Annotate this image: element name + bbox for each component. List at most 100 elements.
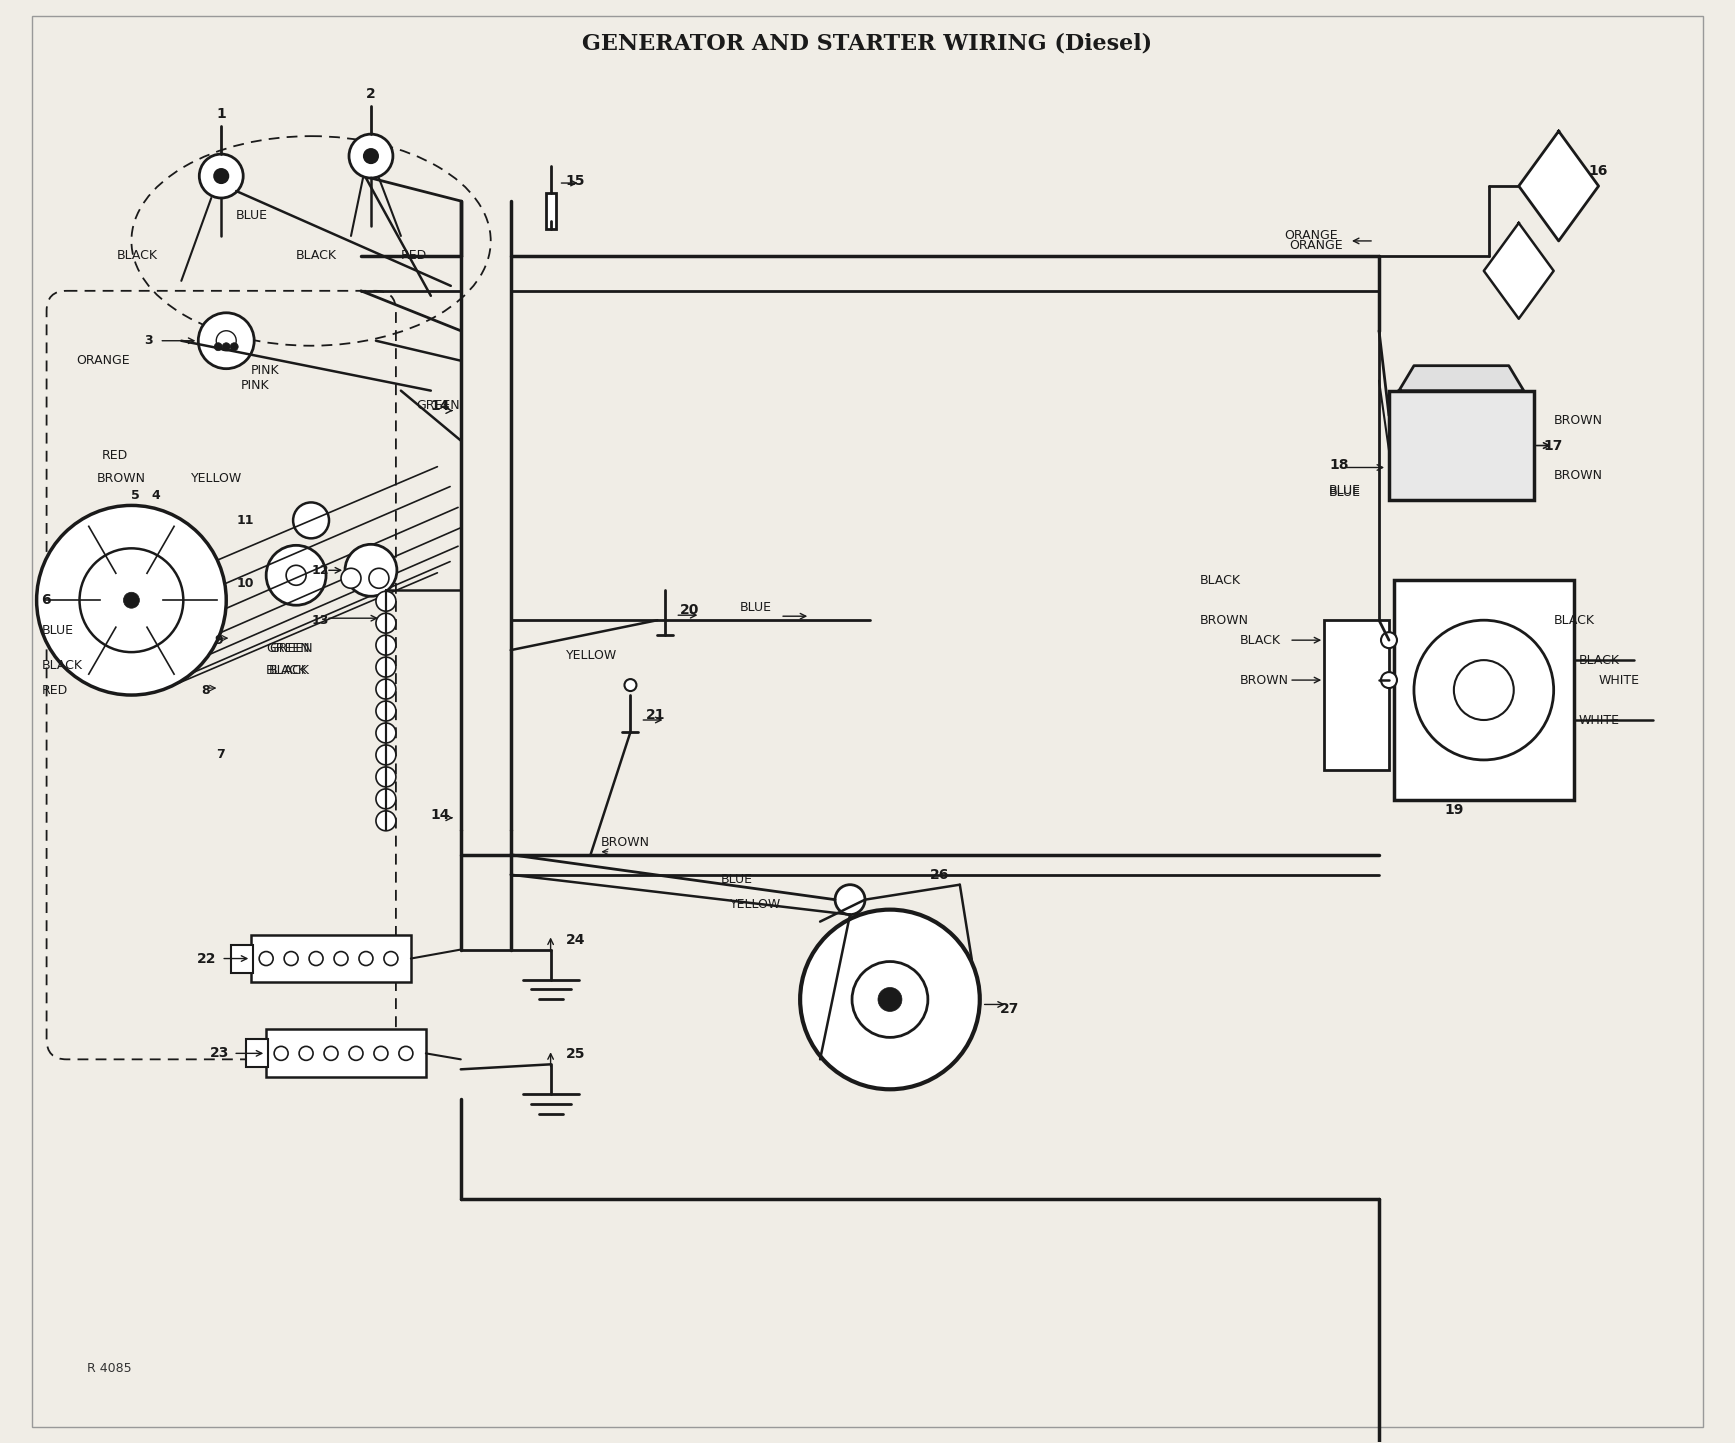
Text: 23: 23: [210, 1046, 229, 1061]
Text: BLACK: BLACK: [265, 664, 307, 677]
Text: 19: 19: [1444, 802, 1464, 817]
Text: ORANGE: ORANGE: [1289, 240, 1343, 253]
Circle shape: [376, 723, 396, 743]
Circle shape: [878, 987, 902, 1012]
Polygon shape: [1518, 131, 1598, 241]
Circle shape: [376, 766, 396, 786]
Text: BLACK: BLACK: [116, 250, 158, 263]
Circle shape: [213, 343, 222, 351]
Circle shape: [625, 680, 637, 691]
Circle shape: [1381, 672, 1397, 688]
Circle shape: [213, 169, 229, 183]
Circle shape: [376, 680, 396, 698]
Bar: [231, 945, 253, 973]
Text: 20: 20: [680, 603, 699, 618]
Text: BROWN: BROWN: [1239, 674, 1289, 687]
Circle shape: [285, 951, 298, 965]
Circle shape: [852, 961, 928, 1038]
Circle shape: [376, 789, 396, 810]
Circle shape: [274, 1046, 288, 1061]
Bar: [265, 1029, 425, 1078]
Circle shape: [80, 548, 184, 652]
Text: 26: 26: [930, 867, 949, 882]
Text: 14: 14: [430, 398, 451, 413]
Text: 15: 15: [566, 175, 585, 188]
Text: 4: 4: [151, 489, 160, 502]
Text: 9: 9: [213, 633, 222, 646]
Circle shape: [349, 1046, 363, 1061]
Text: BLUE: BLUE: [42, 623, 73, 636]
Text: BLUE: BLUE: [741, 600, 772, 613]
Text: BROWN: BROWN: [1199, 613, 1249, 626]
Text: 10: 10: [236, 577, 253, 590]
Circle shape: [376, 613, 396, 633]
Circle shape: [298, 1046, 312, 1061]
Circle shape: [200, 154, 243, 198]
Text: BLACK: BLACK: [42, 658, 83, 671]
Text: BROWN: BROWN: [600, 837, 649, 850]
Text: GENERATOR AND STARTER WIRING (Diesel): GENERATOR AND STARTER WIRING (Diesel): [583, 32, 1152, 55]
Circle shape: [349, 134, 392, 177]
Text: BLACK: BLACK: [1579, 654, 1620, 667]
Bar: [545, 193, 555, 229]
Circle shape: [376, 592, 396, 612]
Circle shape: [1414, 620, 1553, 760]
Circle shape: [376, 745, 396, 765]
Text: 18: 18: [1329, 459, 1348, 472]
Text: ORANGE: ORANGE: [76, 354, 130, 367]
Text: GREEN: GREEN: [265, 642, 311, 655]
Circle shape: [800, 909, 980, 1089]
Bar: [1390, 391, 1534, 501]
Circle shape: [1381, 632, 1397, 648]
Text: YELLOW: YELLOW: [730, 898, 781, 911]
Text: BLUE: BLUE: [1329, 483, 1362, 496]
Text: R 4085: R 4085: [87, 1362, 132, 1375]
Text: 8: 8: [201, 684, 210, 697]
Circle shape: [231, 343, 238, 351]
Text: 1: 1: [217, 107, 226, 121]
Circle shape: [376, 701, 396, 722]
Text: GREEN: GREEN: [416, 400, 460, 413]
Text: BLACK: BLACK: [1553, 613, 1594, 626]
Text: 7: 7: [217, 749, 226, 762]
Text: 21: 21: [645, 709, 665, 722]
Circle shape: [359, 951, 373, 965]
Text: BLUE: BLUE: [1329, 486, 1362, 499]
Polygon shape: [1483, 224, 1553, 319]
Text: PINK: PINK: [252, 364, 279, 377]
Text: BLUE: BLUE: [720, 873, 753, 886]
Text: BLACK: BLACK: [1199, 574, 1241, 587]
Text: BLACK: BLACK: [269, 664, 311, 677]
Text: 2: 2: [366, 87, 376, 101]
Text: 14: 14: [430, 808, 451, 823]
Text: 6: 6: [42, 593, 52, 608]
Text: 17: 17: [1544, 439, 1563, 453]
Text: WHITE: WHITE: [1598, 674, 1640, 687]
Text: YELLOW: YELLOW: [191, 472, 243, 485]
Circle shape: [376, 657, 396, 677]
Circle shape: [370, 569, 389, 589]
Circle shape: [265, 545, 326, 605]
Bar: [1324, 620, 1390, 771]
Circle shape: [1454, 659, 1513, 720]
Text: RED: RED: [401, 250, 427, 263]
Text: BLACK: BLACK: [297, 250, 337, 263]
Text: BLACK: BLACK: [1239, 633, 1280, 646]
Bar: [246, 1039, 269, 1068]
Text: RED: RED: [42, 684, 68, 697]
Text: BROWN: BROWN: [97, 472, 146, 485]
Circle shape: [342, 569, 361, 589]
Text: 11: 11: [236, 514, 253, 527]
Bar: [1393, 580, 1574, 799]
Circle shape: [36, 505, 226, 696]
Text: 24: 24: [566, 932, 585, 947]
Text: 16: 16: [1589, 165, 1608, 177]
Text: 22: 22: [196, 951, 217, 965]
Text: PINK: PINK: [241, 380, 271, 392]
Circle shape: [217, 330, 236, 351]
Circle shape: [123, 592, 139, 608]
Circle shape: [364, 149, 378, 163]
Circle shape: [375, 1046, 389, 1061]
Text: BROWN: BROWN: [1553, 414, 1603, 427]
Text: 27: 27: [999, 1003, 1018, 1016]
